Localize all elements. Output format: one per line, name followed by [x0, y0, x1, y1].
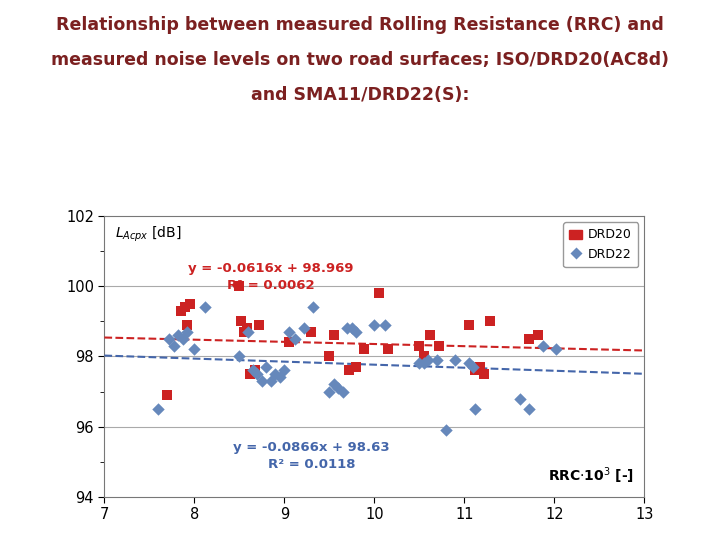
- Point: [537, 342, 549, 350]
- Point: [425, 331, 436, 340]
- Point: [328, 380, 340, 389]
- Point: [432, 355, 444, 364]
- Point: [450, 355, 462, 364]
- Point: [241, 324, 253, 333]
- Point: [270, 370, 282, 379]
- Point: [261, 362, 272, 371]
- Point: [346, 324, 358, 333]
- Point: [469, 366, 481, 375]
- Point: [468, 362, 480, 371]
- Point: [253, 320, 265, 329]
- Point: [484, 317, 495, 326]
- Point: [299, 324, 310, 333]
- Point: [328, 331, 340, 340]
- Legend: DRD20, DRD22: DRD20, DRD22: [563, 222, 638, 267]
- Point: [343, 366, 355, 375]
- Text: y = -0.0866x + 98.63
R² = 0.0118: y = -0.0866x + 98.63 R² = 0.0118: [233, 441, 390, 471]
- Point: [265, 377, 276, 386]
- Point: [163, 334, 175, 343]
- Point: [433, 342, 445, 350]
- Point: [184, 299, 196, 308]
- Point: [181, 327, 193, 336]
- Point: [379, 320, 391, 329]
- Point: [515, 394, 526, 403]
- Point: [414, 359, 426, 368]
- Point: [243, 327, 254, 336]
- Text: and SMA11/DRD22(S):: and SMA11/DRD22(S):: [251, 86, 469, 104]
- Point: [337, 387, 348, 396]
- Point: [418, 359, 430, 368]
- Point: [551, 345, 562, 354]
- Point: [175, 307, 186, 315]
- Point: [168, 342, 179, 350]
- Point: [533, 331, 544, 340]
- Point: [162, 390, 174, 399]
- Point: [523, 405, 535, 414]
- Point: [153, 405, 164, 414]
- Point: [173, 331, 184, 340]
- Point: [256, 377, 268, 386]
- Point: [307, 303, 319, 312]
- Point: [351, 327, 362, 336]
- Point: [180, 303, 192, 312]
- Point: [414, 342, 426, 350]
- Point: [306, 327, 318, 336]
- Point: [351, 362, 362, 371]
- Point: [463, 359, 474, 368]
- Point: [333, 384, 344, 393]
- Point: [373, 289, 384, 298]
- Text: $L_{Acpx}$ [dB]: $L_{Acpx}$ [dB]: [115, 225, 181, 244]
- Point: [341, 324, 353, 333]
- Point: [279, 366, 290, 375]
- Point: [523, 334, 535, 343]
- Point: [283, 338, 294, 347]
- Point: [283, 327, 294, 336]
- Text: y = -0.0616x + 98.969
R² = 0.0062: y = -0.0616x + 98.969 R² = 0.0062: [188, 262, 354, 292]
- Point: [274, 373, 286, 382]
- Point: [181, 320, 193, 329]
- Text: Relationship between measured Rolling Resistance (RRC) and: Relationship between measured Rolling Re…: [56, 16, 664, 34]
- Point: [252, 370, 264, 379]
- Point: [479, 370, 490, 379]
- Point: [234, 282, 246, 291]
- Point: [423, 355, 434, 364]
- Point: [369, 320, 380, 329]
- Point: [238, 327, 250, 336]
- Point: [289, 334, 301, 343]
- Point: [324, 352, 336, 361]
- Point: [235, 317, 247, 326]
- Text: RRC$\cdot$10$^3$ [-]: RRC$\cdot$10$^3$ [-]: [547, 465, 634, 485]
- Text: measured noise levels on two road surfaces; ISO/DRD20(AC8d): measured noise levels on two road surfac…: [51, 51, 669, 69]
- Point: [358, 345, 369, 354]
- Point: [247, 366, 258, 375]
- Point: [234, 352, 246, 361]
- Point: [245, 370, 256, 379]
- Point: [382, 345, 394, 354]
- Point: [177, 334, 189, 343]
- Point: [249, 366, 261, 375]
- Point: [441, 426, 452, 435]
- Point: [199, 303, 211, 312]
- Point: [418, 352, 430, 361]
- Point: [324, 387, 336, 396]
- Point: [469, 405, 481, 414]
- Point: [189, 345, 200, 354]
- Point: [474, 362, 485, 371]
- Point: [463, 320, 474, 329]
